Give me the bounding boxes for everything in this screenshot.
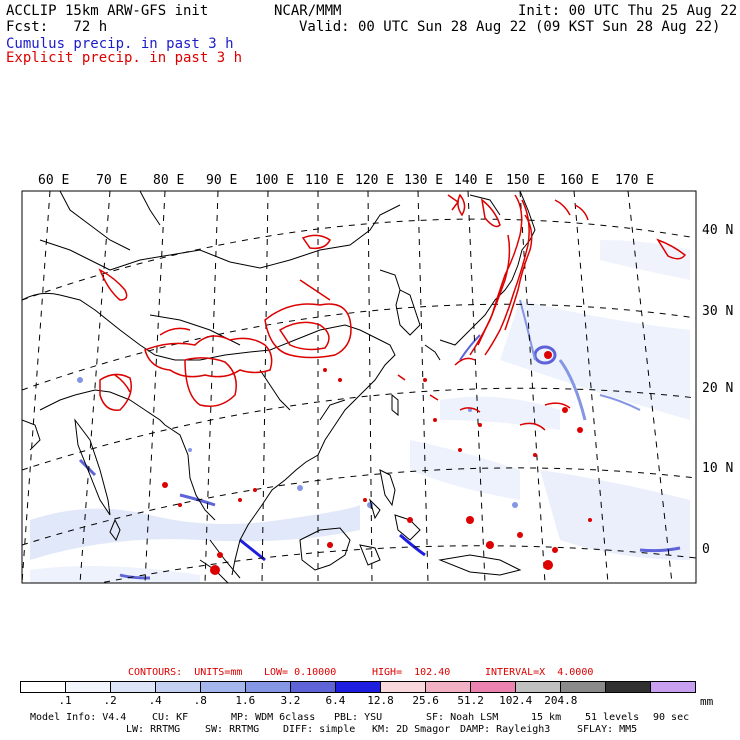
colorbar-tick-label: 6.4 — [325, 694, 346, 707]
footer-km: KM: 2D Smagor — [372, 724, 451, 735]
map-border — [21, 190, 697, 584]
colorbar-tick-label: 51.2 — [457, 694, 484, 707]
latitude-labels: 40 N 30 N 20 N 10 N 0 — [702, 223, 733, 557]
explicit-legend: Explicit precip. in past 3 h — [6, 50, 243, 66]
lat-label: 20 N — [702, 381, 733, 396]
valid-time: Valid: 00 UTC Sun 28 Aug 22 (09 KST Sun … — [299, 19, 721, 35]
footer-cu: CU: KF — [152, 712, 189, 723]
colorbar-tick-label: .1 — [58, 694, 72, 707]
colorbar-swatch — [606, 682, 651, 692]
footer-sw: SW: RRTMG — [205, 724, 260, 735]
colorbar-swatch — [111, 682, 156, 692]
lon-label: 110 E — [305, 173, 344, 188]
lon-label: 160 E — [560, 173, 599, 188]
colorbar-swatch — [21, 682, 66, 692]
colorbar-tick-label: 204.8 — [544, 694, 578, 707]
lat-label: 0 — [702, 542, 710, 557]
footer-pbl: PBL: YSU — [334, 712, 383, 723]
lon-label: 120 E — [355, 173, 394, 188]
contours-low: LOW= 0.10000 — [264, 667, 337, 678]
colorbar-swatch — [66, 682, 111, 692]
footer-damp: DAMP: Rayleigh3 — [460, 724, 551, 735]
contours-interval: INTERVAL=X 4.0000 — [485, 667, 594, 678]
colorbar-swatch — [516, 682, 561, 692]
lon-label: 60 E — [38, 173, 69, 188]
colorbar-tick-label: .2 — [103, 694, 117, 707]
footer-sf: SF: Noah LSM — [426, 712, 499, 723]
colorbar-tick-label: 25.6 — [412, 694, 439, 707]
colorbar-swatch — [471, 682, 516, 692]
colorbar-swatch — [156, 682, 201, 692]
footer-mp: MP: WDM 6class — [231, 712, 316, 723]
lon-label: 150 E — [506, 173, 545, 188]
colorbar-tick-label: 1.6 — [235, 694, 256, 707]
colorbar-tick-label: 3.2 — [280, 694, 301, 707]
footer-levels: 51 levels — [585, 712, 640, 723]
explicit-precip-spots — [162, 351, 592, 575]
colorbar-swatch — [201, 682, 246, 692]
longitude-labels: 60 E 70 E 80 E 90 E 100 E 110 E 120 E 13… — [38, 173, 654, 188]
lon-label: 140 E — [454, 173, 493, 188]
contours-units: CONTOURS: UNITS=mm — [128, 667, 243, 678]
graticule — [22, 191, 696, 583]
footer-diff: DIFF: simple — [283, 724, 356, 735]
colorbar-swatch — [291, 682, 336, 692]
footer-lw: LW: RRTMG — [126, 724, 181, 735]
colorbar-tick-label: 12.8 — [367, 694, 394, 707]
colorbar-unit: mm — [700, 695, 714, 708]
footer-resolution: 15 km — [531, 712, 562, 723]
colorbar-tick-label: .8 — [193, 694, 207, 707]
lon-label: 130 E — [404, 173, 443, 188]
lon-label: 90 E — [206, 173, 237, 188]
init-time: Init: 00 UTC Thu 25 Aug 22 — [518, 3, 738, 19]
colorbar-swatch — [381, 682, 426, 692]
colorbar-swatch — [246, 682, 291, 692]
colorbar-swatch — [561, 682, 606, 692]
explicit-precip — [98, 193, 687, 431]
cumulus-legend: Cumulus precip. in past 3 h — [6, 36, 234, 52]
contours-high: HIGH= 102.40 — [372, 667, 451, 678]
forecast-hour: Fcst: 72 h — [6, 19, 108, 35]
cumulus-precip-light — [30, 240, 690, 583]
lat-label: 30 N — [702, 304, 733, 319]
colorbar-swatch — [336, 682, 381, 692]
footer-timestep: 90 sec — [653, 712, 690, 723]
lon-label: 170 E — [615, 173, 654, 188]
colorbar-tick-label: 102.4 — [499, 694, 533, 707]
precip-colorbar — [20, 681, 696, 693]
footer-model-info: Model Info: V4.4 — [30, 712, 127, 723]
footer-sflay: SFLAY: MM5 — [577, 724, 638, 735]
colorbar-tick-label: .4 — [148, 694, 162, 707]
institution-label: NCAR/MMM — [274, 3, 342, 19]
lon-label: 100 E — [255, 173, 294, 188]
lon-label: 80 E — [153, 173, 184, 188]
lon-label: 70 E — [96, 173, 127, 188]
coastlines — [22, 191, 536, 583]
lat-label: 40 N — [702, 223, 733, 238]
model-title: ACCLIP 15km ARW-GFS init — [6, 3, 209, 19]
colorbar-swatch — [426, 682, 471, 692]
colorbar-swatch — [651, 682, 695, 692]
lat-label: 10 N — [702, 461, 733, 476]
